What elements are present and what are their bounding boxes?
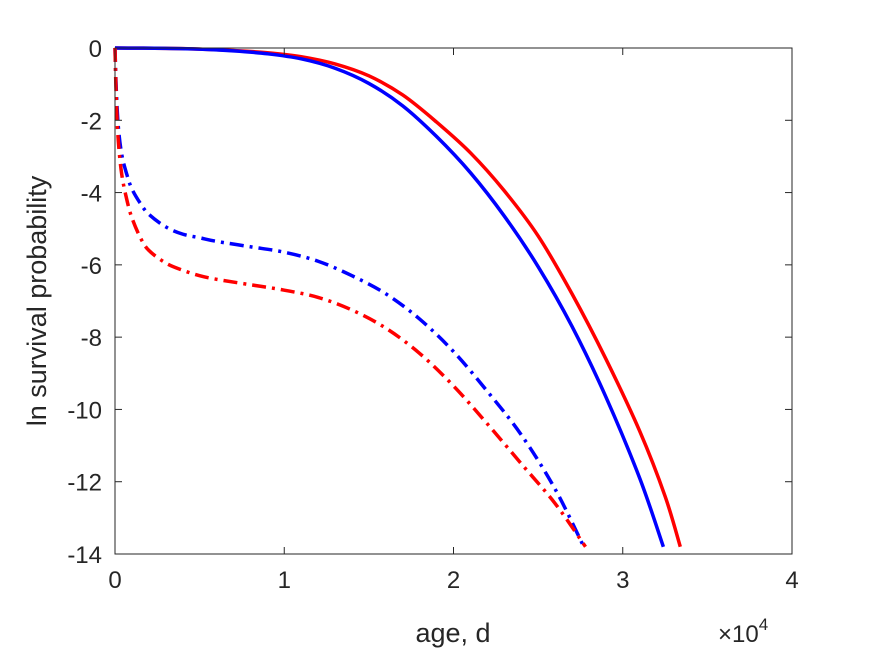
x-tick-label: 0 [108, 567, 121, 594]
x-axis-exponent: ×104 [718, 615, 768, 648]
y-axis-label: ln survival probability [22, 175, 52, 426]
x-tick-label: 3 [616, 567, 629, 594]
y-tick-label: -14 [67, 542, 102, 569]
x-tick-label: 4 [785, 567, 798, 594]
y-tick-label: -8 [81, 325, 102, 352]
series-line-3-dashdot [113, 47, 586, 548]
y-tick-label: 0 [89, 36, 102, 63]
series-line-4-dashdot [113, 47, 587, 548]
x-axis-exponent-power: 4 [759, 615, 768, 634]
x-tick-label: 2 [447, 567, 460, 594]
y-axis: 0 -2 -4 -6 -8 -10 -12 -14 [67, 36, 792, 569]
y-tick-label: -6 [81, 253, 102, 280]
series-layer [113, 46, 682, 548]
plot-area [115, 48, 792, 554]
x-axis-label: age, d [415, 618, 490, 648]
series-line-2-solid [114, 46, 666, 548]
y-tick-label: -10 [67, 397, 102, 424]
y-tick-label: -12 [67, 470, 102, 497]
x-axis-exponent-base: ×10 [718, 621, 759, 648]
y-tick-label: -2 [81, 108, 102, 135]
x-axis: 0 1 2 3 4 [108, 48, 799, 594]
x-tick-label: 1 [278, 567, 291, 594]
y-tick-label: -4 [81, 181, 102, 208]
